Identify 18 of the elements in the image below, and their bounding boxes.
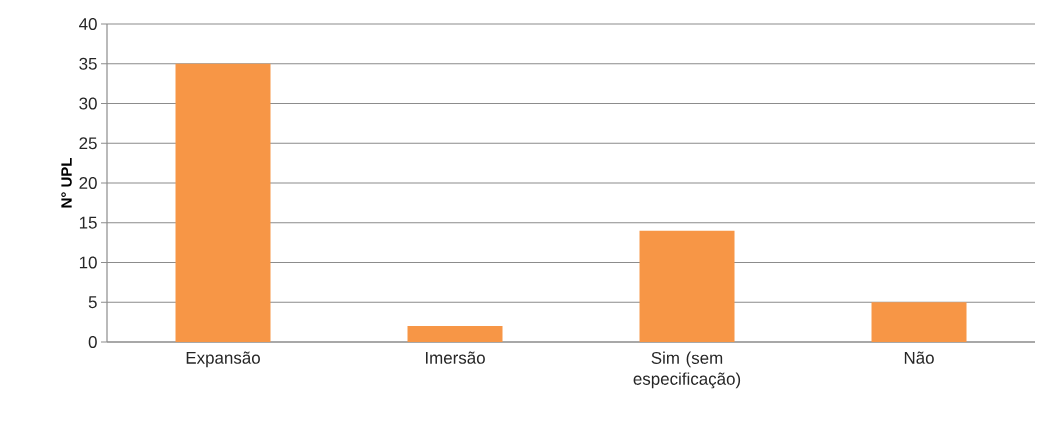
bar: [175, 63, 271, 342]
y-tick-label: 0: [88, 336, 97, 348]
y-tick-label: 35: [79, 57, 97, 70]
y-tick-label: 25: [79, 137, 97, 150]
x-tick-label: Imersão: [425, 351, 485, 364]
x-tick-label: Sim (sem especificação): [633, 351, 741, 389]
x-tick-label: Expansão: [186, 351, 260, 368]
y-tick-label: 20: [79, 177, 97, 189]
y-tick-label: 10: [79, 256, 97, 269]
y-tick-label: 5: [88, 296, 97, 309]
bar: [639, 230, 735, 342]
y-tick-label: 15: [79, 216, 97, 229]
y-tick-label: 40: [79, 18, 97, 30]
y-tick-label: 30: [79, 97, 97, 110]
x-tick-label: Não: [904, 351, 934, 364]
bar: [871, 302, 967, 342]
y-axis-title: N° UPL: [61, 158, 72, 208]
bar: [407, 326, 503, 342]
